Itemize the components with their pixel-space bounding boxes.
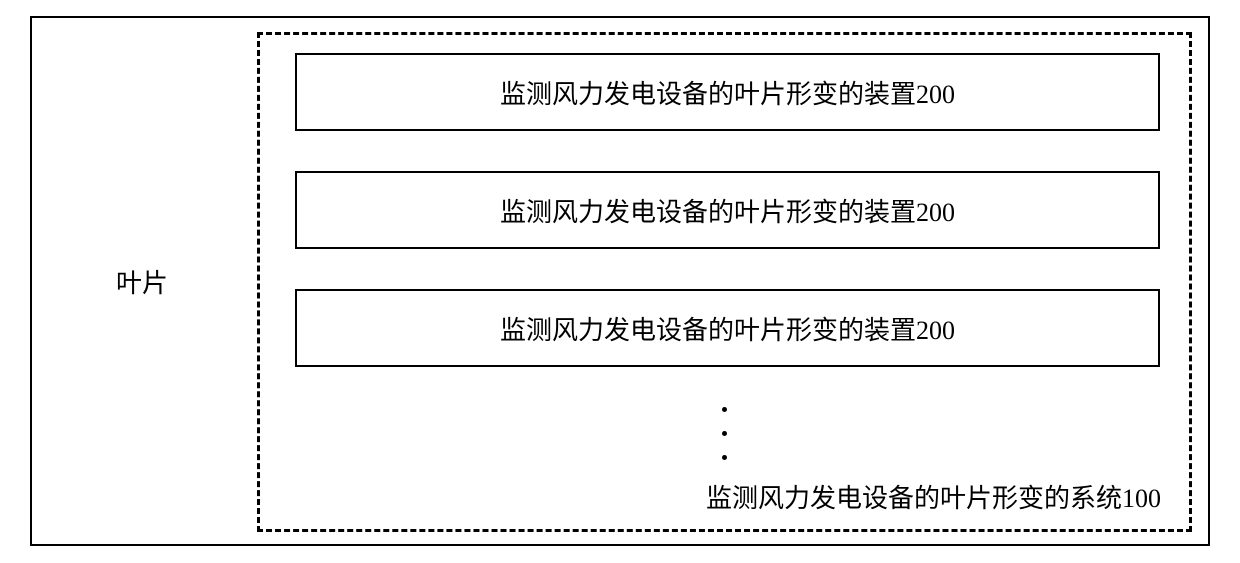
device-box: 监测风力发电设备的叶片形变的装置200 bbox=[295, 289, 1160, 367]
device-box: 监测风力发电设备的叶片形变的装置200 bbox=[295, 53, 1160, 131]
device-box: 监测风力发电设备的叶片形变的装置200 bbox=[295, 171, 1160, 249]
outer-container: 叶片 监测风力发电设备的叶片形变的装置200 监测风力发电设备的叶片形变的装置2… bbox=[30, 16, 1210, 546]
device-label: 监测风力发电设备的叶片形变的装置200 bbox=[500, 310, 955, 347]
blade-label: 叶片 bbox=[32, 18, 252, 544]
device-label: 监测风力发电设备的叶片形变的装置200 bbox=[500, 74, 955, 111]
device-label: 监测风力发电设备的叶片形变的装置200 bbox=[500, 192, 955, 229]
system-container: 监测风力发电设备的叶片形变的装置200 监测风力发电设备的叶片形变的装置200 … bbox=[257, 32, 1192, 532]
system-label: 监测风力发电设备的叶片形变的系统100 bbox=[706, 478, 1161, 515]
vertical-ellipsis-icon bbox=[715, 397, 735, 469]
